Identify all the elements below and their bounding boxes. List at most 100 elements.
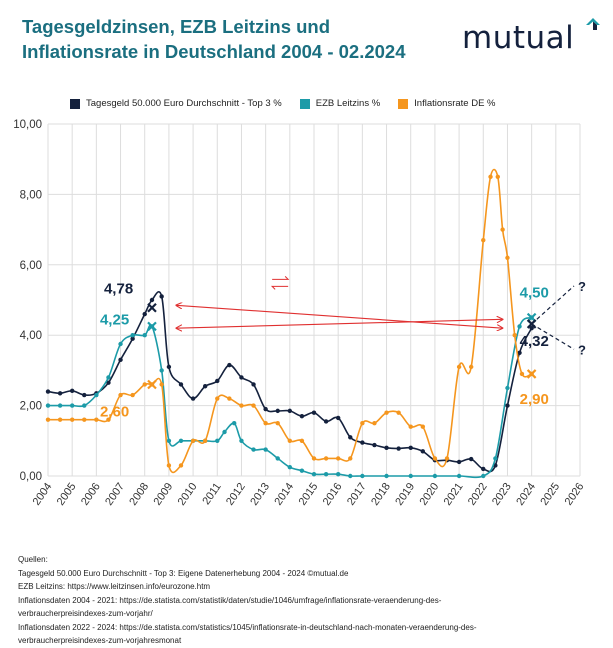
data-point-tagesgeld: [227, 362, 232, 368]
data-point-inflation: [142, 382, 147, 387]
x-tick-label: 2011: [200, 481, 223, 507]
data-point-ezb: [69, 403, 75, 408]
comparison-arrow: [176, 305, 502, 328]
outlook-question-mark: ?: [578, 342, 586, 357]
data-point-inflation: [118, 392, 123, 398]
data-point-inflation: [159, 382, 164, 387]
data-point-tagesgeld: [239, 375, 244, 380]
data-point-tagesgeld: [517, 350, 522, 355]
annotation-label: 2,90: [520, 391, 549, 408]
x-tick-label: 2016: [321, 481, 345, 508]
x-tick-label: 2019: [393, 481, 417, 508]
data-point-inflation: [287, 438, 293, 443]
y-tick-label: 2,00: [20, 401, 42, 413]
data-point-inflation: [500, 227, 505, 232]
data-point-inflation: [519, 371, 525, 377]
x-tick-label: 2025: [538, 481, 562, 508]
data-point-tagesgeld: [149, 297, 155, 303]
x-tick-label: 2015: [297, 481, 321, 508]
data-point-tagesgeld: [69, 388, 75, 394]
data-point-inflation: [488, 174, 493, 179]
data-point-tagesgeld: [82, 392, 87, 398]
data-point-ezb: [481, 473, 486, 479]
source-line: verbraucherpreisindexes-zum-vorjahr/: [18, 609, 153, 618]
y-tick-label: 6,00: [20, 260, 42, 272]
data-point-ezb: [232, 421, 237, 426]
title-line-2: Inflationsrate in Deutschland 2004 - 02.…: [22, 41, 406, 62]
data-point-inflation: [512, 333, 517, 338]
data-point-inflation: [420, 424, 426, 429]
data-point-ezb: [222, 429, 227, 435]
data-point-ezb: [130, 333, 135, 338]
annotation-marker: [147, 302, 157, 313]
data-point-inflation: [239, 403, 244, 408]
data-point-ezb: [335, 472, 341, 477]
data-point-ezb: [323, 472, 329, 477]
data-point-tagesgeld: [372, 442, 377, 448]
data-point-inflation: [311, 456, 317, 461]
data-point-tagesgeld: [45, 389, 51, 394]
data-point-ezb: [275, 456, 280, 461]
data-point-ezb: [432, 473, 438, 479]
x-tick-label: 2023: [490, 481, 514, 508]
data-point-inflation: [130, 392, 135, 398]
data-point-tagesgeld: [456, 459, 462, 465]
x-tick-label: 2006: [79, 481, 103, 508]
data-point-tagesgeld: [408, 445, 413, 451]
data-point-ezb: [299, 468, 305, 473]
data-point-ezb: [45, 403, 51, 408]
data-point-tagesgeld: [348, 435, 353, 440]
data-point-ezb: [251, 447, 256, 452]
y-tick-label: 8,00: [20, 189, 42, 201]
data-point-ezb: [215, 438, 220, 443]
legend-label-tagesgeld: Tagesgeld 50.000 Euro Durchschnitt - Top…: [86, 98, 282, 109]
x-tick-label: 2008: [127, 481, 151, 508]
data-point-inflation: [360, 421, 365, 426]
sources-heading: Quellen:: [18, 555, 48, 564]
annotation-label: 4,78: [104, 281, 133, 298]
series-line-inflation: [48, 168, 532, 474]
data-point-tagesgeld: [118, 357, 123, 363]
data-point-inflation: [106, 417, 111, 422]
source-line: verbraucherpreisindexes-zum-vorjahresmon…: [18, 636, 182, 645]
legend-swatch-tagesgeld: [70, 98, 80, 109]
data-point-tagesgeld: [420, 449, 426, 454]
data-point-ezb: [239, 438, 244, 443]
data-point-inflation: [432, 456, 438, 461]
data-point-ezb: [166, 438, 172, 443]
data-point-tagesgeld: [57, 391, 63, 396]
data-point-tagesgeld: [215, 378, 220, 384]
x-tick-label: 2009: [151, 481, 175, 508]
annotation-label: 4,32: [520, 333, 549, 350]
annotation-marker: [526, 319, 537, 329]
data-point-inflation: [348, 456, 353, 461]
data-point-ezb: [493, 456, 498, 461]
data-point-ezb: [348, 473, 353, 479]
outlook-dashed-line: [531, 285, 575, 325]
x-tick-label: 2024: [514, 481, 538, 508]
legend-item-inflation: Inflationsrate DE %: [398, 98, 496, 109]
data-point-inflation: [396, 410, 401, 415]
data-point-inflation: [456, 364, 462, 370]
x-tick-label: 2017: [345, 481, 369, 508]
source-line: EZB Leitzins: https://www.leitzinsen.inf…: [18, 582, 211, 591]
x-tick-label: 2014: [272, 481, 296, 508]
data-point-inflation: [263, 421, 268, 426]
data-point-inflation: [227, 396, 232, 401]
sources-block: Quellen: Tagesgeld 50.000 Euro Durchschn…: [18, 553, 477, 648]
data-point-tagesgeld: [529, 325, 534, 331]
data-point-inflation: [335, 456, 341, 461]
swap-arrows-icon: [272, 276, 290, 280]
data-point-tagesgeld: [142, 311, 147, 317]
annotation-label: 4,50: [520, 285, 549, 302]
data-point-inflation: [82, 417, 87, 422]
data-point-tagesgeld: [299, 413, 305, 419]
data-point-tagesgeld: [263, 406, 268, 412]
x-tick-label: 2005: [55, 481, 79, 508]
logo-text: mutual: [462, 20, 575, 56]
data-point-inflation: [57, 417, 63, 422]
annotation-marker: [147, 379, 157, 390]
x-tick-label: 2026: [563, 481, 587, 508]
data-point-inflation: [190, 438, 196, 443]
chart-title: Tagesgeldzinsen, EZB Leitzins und Inflat…: [22, 14, 422, 64]
